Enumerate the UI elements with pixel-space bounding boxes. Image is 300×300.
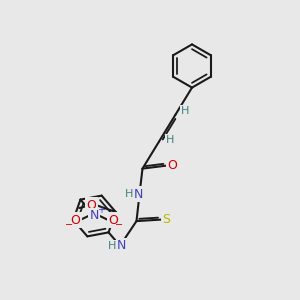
Text: −: −	[115, 220, 123, 230]
Text: H: H	[181, 106, 189, 116]
Text: −: −	[65, 220, 74, 230]
Text: H: H	[125, 189, 133, 199]
Text: O: O	[70, 214, 80, 226]
Text: S: S	[163, 213, 170, 226]
Text: O: O	[167, 159, 177, 172]
Text: N: N	[133, 188, 143, 201]
Text: +: +	[97, 205, 105, 215]
Text: H: H	[166, 135, 175, 145]
Text: H: H	[108, 241, 116, 251]
Text: N: N	[117, 239, 126, 252]
Text: O: O	[86, 199, 96, 212]
Text: O: O	[108, 214, 118, 226]
Text: N: N	[89, 209, 99, 222]
